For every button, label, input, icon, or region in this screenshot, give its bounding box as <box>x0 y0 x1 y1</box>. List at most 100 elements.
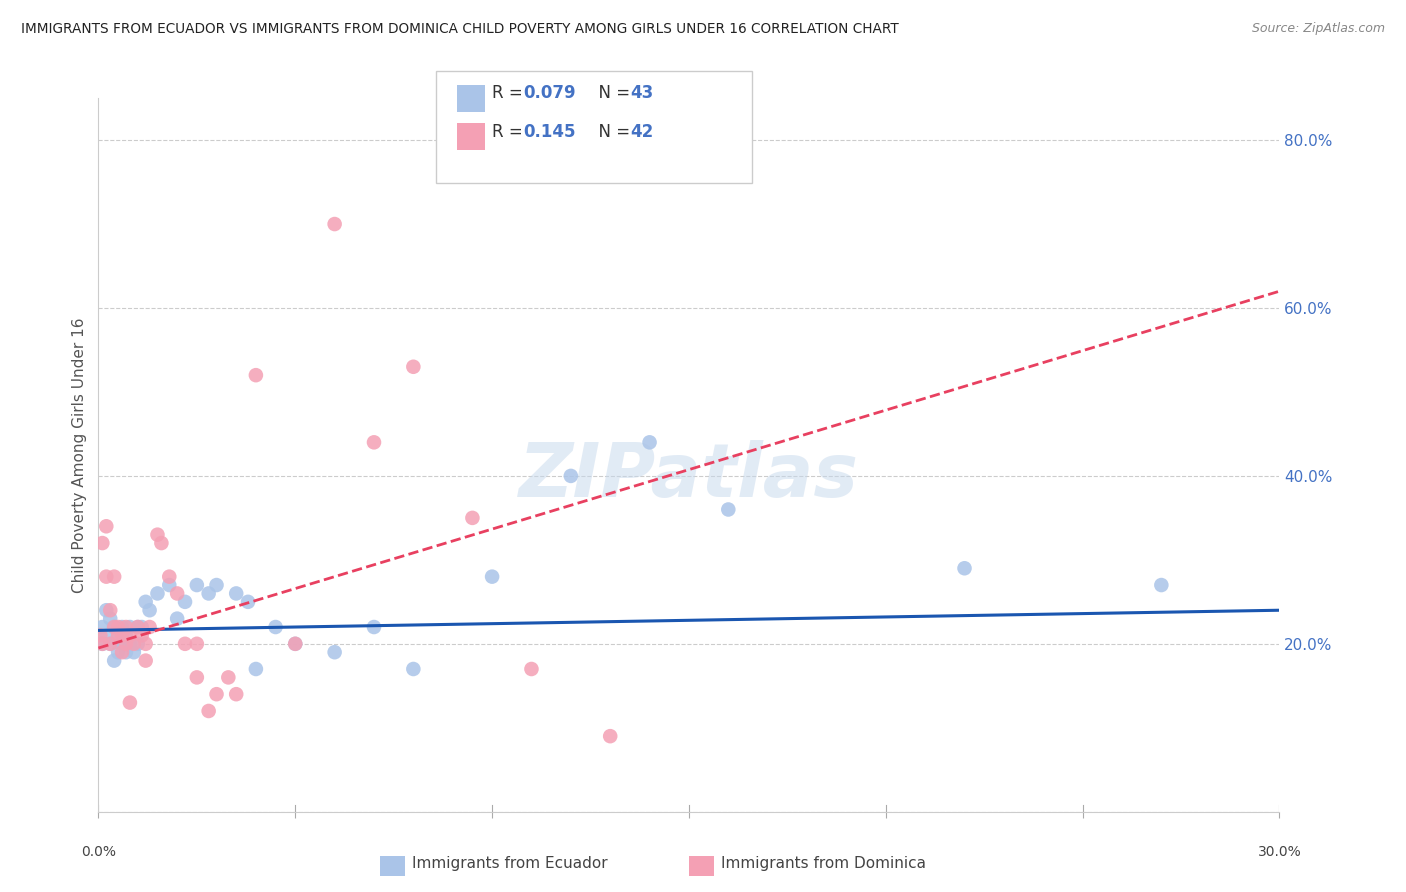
Point <box>197 586 219 600</box>
Point <box>1150 578 1173 592</box>
Point <box>115 637 138 651</box>
Point <box>122 645 145 659</box>
Point <box>127 620 149 634</box>
Point <box>103 569 125 583</box>
Point <box>186 637 208 651</box>
Text: N =: N = <box>588 84 636 102</box>
Text: IMMIGRANTS FROM ECUADOR VS IMMIGRANTS FROM DOMINICA CHILD POVERTY AMONG GIRLS UN: IMMIGRANTS FROM ECUADOR VS IMMIGRANTS FR… <box>21 22 898 37</box>
Point <box>89 628 111 642</box>
Text: Source: ZipAtlas.com: Source: ZipAtlas.com <box>1251 22 1385 36</box>
Point <box>98 637 121 651</box>
Point <box>174 595 197 609</box>
Point <box>115 645 138 659</box>
Point <box>520 662 543 676</box>
Point <box>127 637 149 651</box>
Point <box>118 620 141 634</box>
Point <box>323 645 346 659</box>
Point <box>461 511 484 525</box>
Text: 0.079: 0.079 <box>523 84 575 102</box>
Y-axis label: Child Poverty Among Girls Under 16: Child Poverty Among Girls Under 16 <box>72 318 87 592</box>
Point <box>402 359 425 374</box>
Point <box>146 527 169 541</box>
Point <box>205 687 228 701</box>
Point <box>107 645 129 659</box>
Point <box>138 620 160 634</box>
Point <box>135 595 157 609</box>
Point <box>174 637 197 651</box>
Point <box>157 569 180 583</box>
Point <box>150 536 173 550</box>
Point <box>98 603 121 617</box>
Point <box>98 612 121 626</box>
Text: R =: R = <box>492 84 529 102</box>
Text: 30.0%: 30.0% <box>1257 846 1302 859</box>
Text: 0.0%: 0.0% <box>82 846 115 859</box>
Point <box>217 670 239 684</box>
Point <box>118 628 141 642</box>
Text: 42: 42 <box>630 123 654 141</box>
Point <box>481 569 503 583</box>
Point <box>96 603 118 617</box>
Point <box>111 645 134 659</box>
Point <box>197 704 219 718</box>
Point <box>135 637 157 651</box>
Point <box>111 628 134 642</box>
Point <box>717 502 740 516</box>
Point <box>118 696 141 710</box>
Point <box>284 637 307 651</box>
Point <box>118 637 141 651</box>
Point <box>157 578 180 592</box>
Point <box>111 637 134 651</box>
Point <box>205 578 228 592</box>
Point <box>284 637 307 651</box>
Text: ZIPatlas: ZIPatlas <box>519 440 859 513</box>
Point <box>98 637 121 651</box>
Point <box>245 662 267 676</box>
Point <box>91 536 114 550</box>
Point <box>225 687 247 701</box>
Point <box>186 578 208 592</box>
Point <box>91 637 114 651</box>
Point <box>103 620 125 634</box>
Point <box>166 612 188 626</box>
Point <box>122 637 145 651</box>
Point <box>96 519 118 533</box>
Point <box>96 628 118 642</box>
Point <box>146 586 169 600</box>
Text: N =: N = <box>588 123 636 141</box>
Point <box>236 595 259 609</box>
Text: Immigrants from Dominica: Immigrants from Dominica <box>721 856 927 871</box>
Point <box>599 729 621 743</box>
Point <box>115 620 138 634</box>
Point <box>186 670 208 684</box>
Point <box>323 217 346 231</box>
Point <box>953 561 976 575</box>
Point <box>127 620 149 634</box>
Text: Immigrants from Ecuador: Immigrants from Ecuador <box>412 856 607 871</box>
Point <box>107 620 129 634</box>
Point <box>245 368 267 383</box>
Text: 0.145: 0.145 <box>523 123 575 141</box>
Point <box>107 628 129 642</box>
Point <box>638 435 661 450</box>
Point <box>264 620 287 634</box>
Point <box>402 662 425 676</box>
Point <box>363 435 385 450</box>
Point <box>103 654 125 668</box>
Point <box>115 628 138 642</box>
Point <box>107 628 129 642</box>
Point <box>363 620 385 634</box>
Point <box>103 620 125 634</box>
Point <box>135 654 157 668</box>
Point <box>166 586 188 600</box>
Point <box>91 637 114 651</box>
Point <box>111 620 134 634</box>
Point <box>138 603 160 617</box>
Point <box>131 628 153 642</box>
Point <box>131 620 153 634</box>
Point <box>96 569 118 583</box>
Point <box>225 586 247 600</box>
Point <box>91 620 114 634</box>
Text: R =: R = <box>492 123 529 141</box>
Text: 43: 43 <box>630 84 654 102</box>
